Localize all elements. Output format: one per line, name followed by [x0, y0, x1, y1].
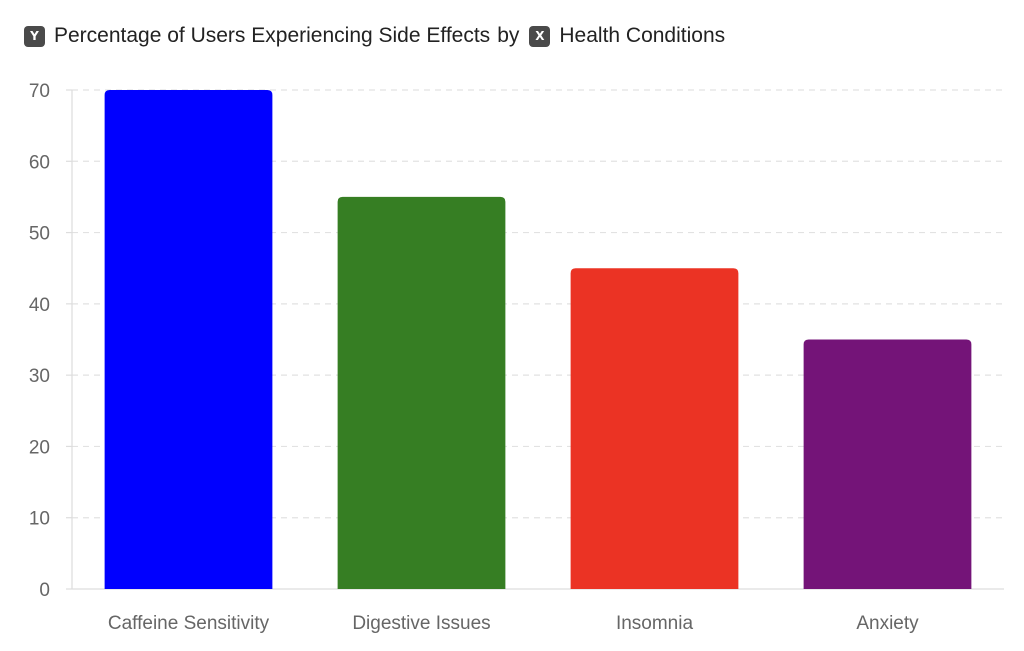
y-tick-label: 20: [29, 437, 50, 458]
y-tick-label: 30: [29, 366, 50, 387]
y-tick-label: 10: [29, 509, 50, 530]
chart-title: Y Percentage of Users Experiencing Side …: [24, 22, 725, 50]
bar-insomnia[interactable]: [570, 268, 739, 589]
x-tick-label: Anxiety: [856, 613, 919, 634]
x-tick-label: Digestive Issues: [352, 613, 490, 634]
x-tick-label: Insomnia: [616, 613, 694, 634]
bars: [104, 90, 972, 590]
y-tick-label: 0: [39, 580, 50, 601]
title-connector: by: [497, 24, 520, 47]
y-axis-badge-icon: Y: [24, 25, 45, 47]
x-axis-title: Health Conditions: [559, 24, 726, 47]
tick-labels: 0 10 20 30 40 50 60 70 Caffeine Sensitivity Diges…: [29, 81, 919, 634]
y-tick-label: 60: [29, 152, 50, 173]
y-tick-label: 50: [29, 224, 50, 245]
bar-digestive-issues[interactable]: [337, 196, 506, 589]
y-axis-title: Percentage of Users Experiencing Side Ef…: [54, 24, 491, 47]
bar-anxiety[interactable]: [803, 339, 972, 590]
bar-caffeine-sensitivity[interactable]: [104, 90, 273, 589]
y-tick-label: 40: [29, 295, 50, 316]
x-axis-badge-icon: X: [529, 25, 551, 47]
y-tick-label: 70: [29, 81, 50, 102]
x-tick-label: Caffeine Sensitivity: [108, 613, 270, 634]
